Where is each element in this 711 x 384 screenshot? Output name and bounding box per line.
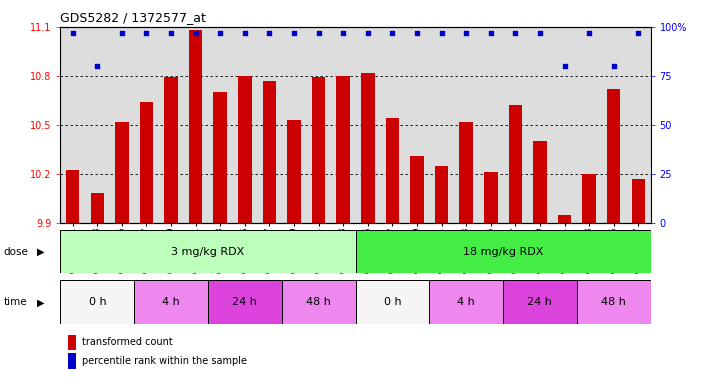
Bar (577, 280, 651, 324)
Bar (213, 92, 227, 223)
Point (190, 30, 201, 36)
Bar (557, 215, 571, 223)
Bar (208, 280, 282, 324)
Bar (356, 280, 429, 324)
Bar (484, 172, 498, 223)
Bar (336, 76, 350, 223)
Bar (385, 118, 399, 223)
Text: time: time (4, 297, 27, 308)
Point (608, 63, 619, 69)
Text: 24 h: 24 h (528, 297, 552, 308)
Text: 24 h: 24 h (232, 297, 257, 308)
Point (559, 63, 570, 69)
Text: 18 mg/kg RDX: 18 mg/kg RDX (463, 247, 543, 257)
Point (215, 30, 226, 36)
Bar (60, 280, 134, 324)
Text: dose: dose (4, 247, 28, 257)
Bar (533, 141, 547, 223)
Bar (282, 280, 356, 324)
Bar (607, 89, 621, 223)
Point (584, 30, 595, 36)
Text: 0 h: 0 h (383, 297, 401, 308)
Point (239, 30, 250, 36)
Text: 4 h: 4 h (162, 297, 180, 308)
Point (166, 30, 177, 36)
Bar (356, 230, 651, 273)
Point (289, 30, 300, 36)
Point (338, 30, 349, 36)
Bar (429, 280, 503, 324)
Text: 48 h: 48 h (306, 297, 331, 308)
Point (534, 30, 545, 36)
Text: 48 h: 48 h (602, 297, 626, 308)
Point (510, 30, 521, 36)
Bar (361, 73, 375, 223)
Bar (66, 170, 80, 223)
Text: GDS5282 / 1372577_at: GDS5282 / 1372577_at (60, 11, 206, 24)
Bar (435, 166, 449, 223)
Bar (508, 105, 522, 223)
Point (264, 30, 275, 36)
Text: 4 h: 4 h (457, 297, 475, 308)
Text: transformed count: transformed count (82, 338, 173, 348)
Bar (503, 280, 577, 324)
Bar (140, 102, 154, 223)
Point (411, 30, 422, 36)
Bar (582, 174, 596, 223)
Point (313, 30, 324, 36)
Bar (459, 122, 473, 223)
Bar (189, 30, 203, 223)
Point (387, 30, 398, 36)
Text: 0 h: 0 h (88, 297, 106, 308)
Bar (134, 280, 208, 324)
Bar (262, 81, 276, 223)
Bar (631, 179, 645, 223)
Bar (164, 78, 178, 223)
Bar (60, 230, 356, 273)
Text: percentile rank within the sample: percentile rank within the sample (82, 356, 247, 366)
Text: 3 mg/kg RDX: 3 mg/kg RDX (171, 247, 245, 257)
Bar (115, 122, 129, 223)
Point (633, 30, 644, 36)
Point (92, 63, 103, 69)
Point (461, 30, 472, 36)
Point (67, 30, 78, 36)
Point (485, 30, 496, 36)
Bar (287, 120, 301, 223)
Bar (238, 76, 252, 223)
Bar (312, 78, 326, 223)
Point (436, 30, 447, 36)
Point (362, 30, 373, 36)
Text: ▶: ▶ (37, 247, 45, 257)
Bar (410, 156, 424, 223)
Text: ▶: ▶ (37, 297, 45, 308)
Point (141, 30, 152, 36)
Point (116, 30, 127, 36)
Bar (90, 194, 104, 223)
